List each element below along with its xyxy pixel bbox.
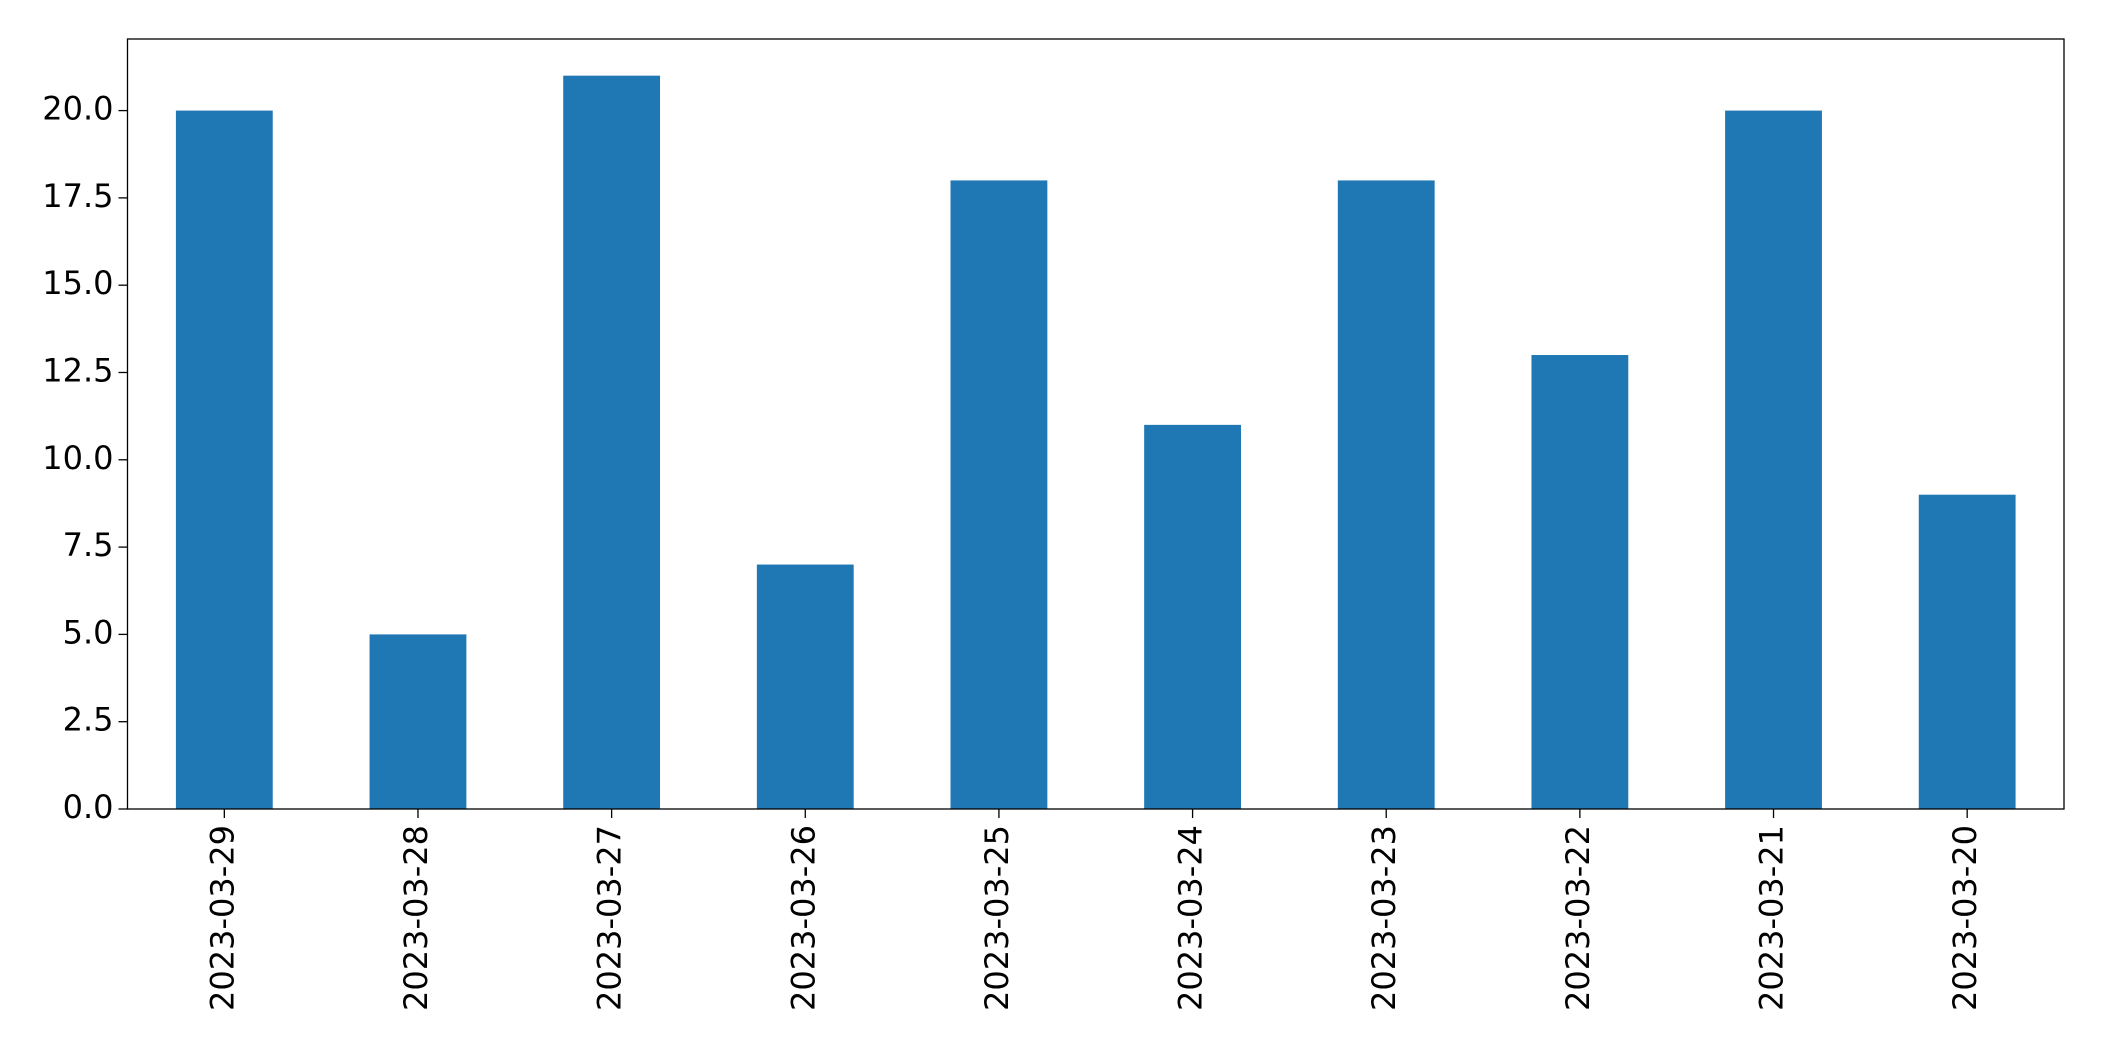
y-tick-label: 15.0: [42, 264, 113, 302]
plot-frame: [126, 38, 2065, 810]
bar: [1531, 355, 1629, 809]
x-tick-label: 2023-03-25: [978, 825, 1016, 1011]
y-tick-label: 10.0: [42, 439, 113, 477]
bar: [563, 75, 661, 809]
y-tick-label: 20.0: [42, 90, 113, 128]
x-tick-label: 2023-03-23: [1365, 825, 1403, 1011]
bar: [756, 564, 854, 809]
y-tick-label: 0.0: [63, 788, 114, 826]
x-tick-label: 2023-03-27: [591, 825, 629, 1011]
bar: [1337, 180, 1435, 809]
bar: [175, 110, 273, 810]
y-tick-label: 17.5: [42, 177, 113, 215]
y-tick-label: 2.5: [63, 701, 114, 739]
y-tick-label: 7.5: [63, 526, 114, 564]
x-tick-label: 2023-03-29: [203, 825, 241, 1011]
x-tick-label: 2023-03-24: [1172, 825, 1210, 1011]
bar: [1144, 424, 1241, 809]
x-tick-label: 2023-03-28: [397, 825, 435, 1011]
y-tick-label: 5.0: [63, 613, 114, 651]
bar: [950, 180, 1048, 809]
x-tick-label: 2023-03-26: [784, 825, 822, 1011]
bar: [1918, 494, 2016, 809]
x-tick-label: 2023-03-20: [1946, 825, 1984, 1011]
bar: [1725, 110, 1822, 810]
bar: [369, 634, 467, 809]
y-tick-label: 12.5: [42, 351, 113, 389]
x-tick-label: 2023-03-22: [1559, 825, 1597, 1011]
x-tick-label: 2023-03-21: [1753, 825, 1791, 1011]
